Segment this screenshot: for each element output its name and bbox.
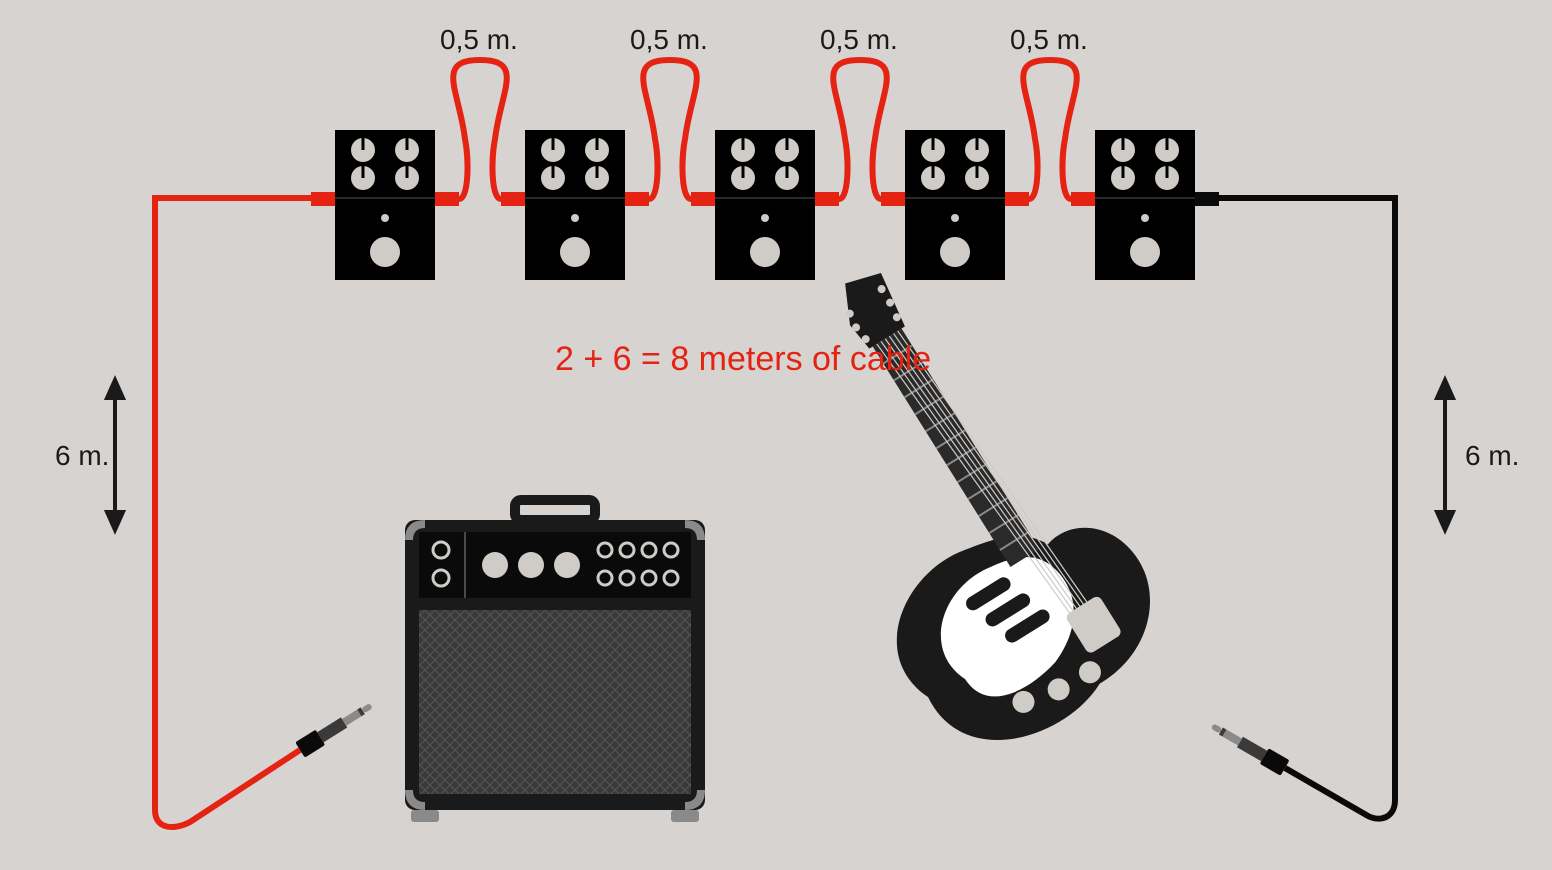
amp-cable-red bbox=[155, 198, 376, 827]
patch-cable-1 bbox=[643, 60, 697, 199]
summary-equation: 2 + 6 = 8 meters of cable bbox=[555, 340, 931, 379]
label-patch-2: 0,5 m. bbox=[820, 24, 898, 56]
pedal-2 bbox=[691, 130, 839, 280]
arrow-right-6m bbox=[1437, 380, 1453, 530]
label-6m-right: 6 m. bbox=[1465, 440, 1519, 472]
patch-cable-2 bbox=[833, 60, 887, 199]
guitar-cable-black bbox=[1195, 198, 1395, 819]
pedals-row bbox=[311, 130, 1219, 280]
patch-cable-3 bbox=[1023, 60, 1077, 199]
pedal-3 bbox=[881, 130, 1029, 280]
label-patch-3: 0,5 m. bbox=[1010, 24, 1088, 56]
pedal-4 bbox=[1071, 130, 1219, 280]
pedal-0 bbox=[311, 130, 459, 280]
label-patch-0: 0,5 m. bbox=[440, 24, 518, 56]
amplifier-icon bbox=[405, 500, 705, 822]
diagram-svg bbox=[0, 0, 1552, 870]
guitar-icon bbox=[686, 251, 1187, 780]
label-patch-1: 0,5 m. bbox=[630, 24, 708, 56]
label-6m-left: 6 m. bbox=[55, 440, 109, 472]
pedal-1 bbox=[501, 130, 649, 280]
signal-chain-diagram: 6 m. 6 m. 0,5 m. 0,5 m. 0,5 m. 0,5 m. 2 … bbox=[0, 0, 1552, 870]
patch-cable-0 bbox=[453, 60, 507, 199]
